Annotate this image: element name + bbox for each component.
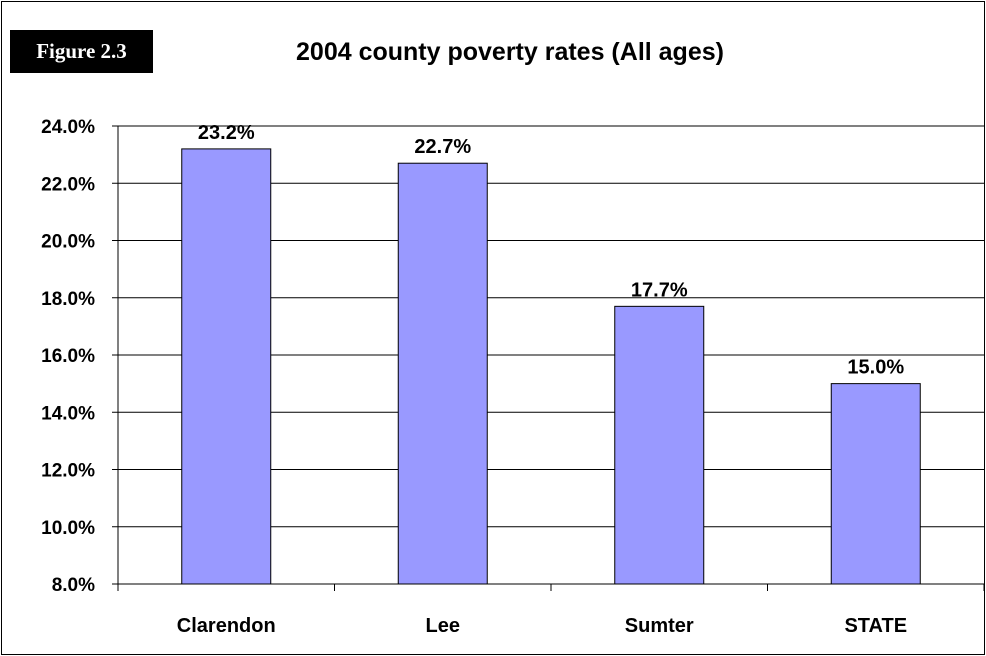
y-tick-label: 20.0%	[41, 232, 95, 253]
y-tick-label: 16.0%	[41, 346, 95, 367]
labels: 8.0% 10.0% 12.0% 14.0% 16.0% 18.0% 20.0% 22.0% 2…	[41, 117, 907, 637]
x-tick-label: Sumter	[625, 615, 694, 637]
figure-label: Figure 2.3	[10, 30, 153, 73]
y-tick-label: 10.0%	[41, 518, 95, 539]
y-tick-label: 8.0%	[52, 575, 95, 596]
data-label: 22.7%	[414, 136, 471, 158]
axes	[112, 125, 985, 591]
bar	[614, 305, 705, 585]
data-label: 23.2%	[198, 122, 255, 144]
bars	[181, 148, 921, 585]
y-tick-label: 14.0%	[41, 403, 95, 424]
x-tick-label: Lee	[426, 615, 460, 637]
bar	[181, 148, 272, 585]
x-tick-label: STATE	[844, 615, 907, 637]
bar	[397, 162, 488, 585]
y-tick-label: 24.0%	[41, 117, 95, 138]
y-tick-label: 22.0%	[41, 174, 95, 195]
data-label: 15.0%	[847, 357, 904, 379]
y-tick-label: 12.0%	[41, 461, 95, 482]
bar	[830, 383, 921, 585]
y-tick-label: 18.0%	[41, 289, 95, 310]
data-label: 17.7%	[631, 279, 688, 301]
chart-title: 2004 county poverty rates (All ages)	[296, 38, 724, 66]
x-tick-label: Clarendon	[177, 615, 276, 637]
